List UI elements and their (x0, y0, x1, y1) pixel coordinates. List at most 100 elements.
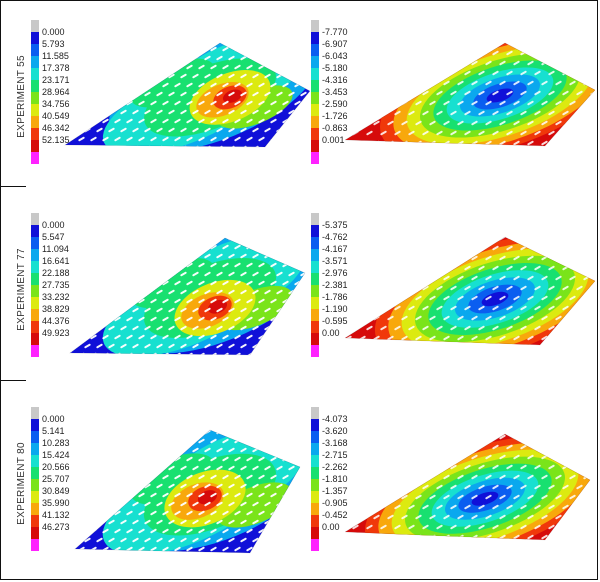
legend-swatch (31, 237, 39, 249)
legend-swatch (31, 128, 39, 140)
legend-value: -2.590 (322, 99, 348, 109)
legend-swatch (311, 44, 319, 56)
legend-swatch (31, 333, 39, 345)
legend-swatch (31, 503, 39, 515)
legend-swatch (31, 213, 39, 225)
legend-swatch (311, 515, 319, 527)
legend-swatch (31, 20, 39, 32)
legend-swatch (31, 44, 39, 56)
legend-swatch (311, 333, 319, 345)
legend-value: 0.000 (42, 220, 65, 230)
legend-swatch (31, 92, 39, 104)
legend-swatch (311, 443, 319, 455)
legend-swatch (311, 128, 319, 140)
legend-swatch (311, 32, 319, 44)
plate-outline (345, 433, 591, 541)
legend-swatch (311, 56, 319, 68)
legend-value: 46.273 (42, 522, 70, 532)
legend-value: -3.620 (322, 426, 348, 436)
stress-contour-plot (69, 237, 306, 356)
legend-value: -0.452 (322, 510, 348, 520)
legend-swatch (31, 467, 39, 479)
stress-region (130, 58, 215, 108)
legend-value: -5.375 (322, 220, 348, 230)
legend-value: 0.000 (42, 27, 65, 37)
legend-value: 25.707 (42, 474, 70, 484)
legend-value: -4.762 (322, 232, 348, 242)
plate-outline (69, 237, 306, 356)
legend-value: -2.715 (322, 450, 348, 460)
legend-swatch (311, 503, 319, 515)
legend-value: -2.381 (322, 280, 348, 290)
legend-value: 28.964 (42, 87, 70, 97)
stress-contour-plot (64, 42, 310, 148)
row-label: EXPERIMENT 55 (15, 55, 27, 138)
legend-swatch (311, 273, 319, 285)
contour-band (486, 88, 514, 103)
legend-swatch (31, 431, 39, 443)
stress-region (130, 453, 215, 505)
legend-swatch (311, 285, 319, 297)
legend-swatch (311, 68, 319, 80)
legend-value: -1.190 (322, 304, 348, 314)
legend-value: -6.043 (322, 51, 348, 61)
legend-value: -4.167 (322, 244, 348, 254)
plate-outline (345, 236, 595, 346)
displacement-contour-plot (345, 433, 591, 541)
legend-swatch (311, 116, 319, 128)
legend-swatch (31, 345, 39, 357)
row-separator (0, 186, 26, 187)
contour-band (481, 291, 509, 307)
legend-swatch (311, 527, 319, 539)
legend-value: 0.00 (322, 328, 340, 338)
stress-region (222, 89, 243, 103)
legend-value: 35.990 (42, 498, 70, 508)
legend-swatch (31, 152, 39, 164)
legend-swatch (311, 225, 319, 237)
stress-region (130, 257, 215, 309)
legend-swatch (311, 20, 319, 32)
legend-swatch (311, 479, 319, 491)
legend-swatch (31, 56, 39, 68)
legend-swatch (31, 443, 39, 455)
legend-value: 17.378 (42, 63, 70, 73)
legend-value: 15.424 (42, 450, 70, 460)
legend-value: 23.171 (42, 75, 70, 85)
legend-value: -2.262 (322, 462, 348, 472)
legend-value: 10.283 (42, 438, 70, 448)
legend-value: 49.923 (42, 328, 70, 338)
legend-swatch (31, 32, 39, 44)
legend-swatch (31, 104, 39, 116)
legend-swatch (31, 491, 39, 503)
legend-swatch (311, 491, 319, 503)
legend-swatch (311, 407, 319, 419)
legend-value: 11.094 (42, 244, 69, 254)
legend-value: -4.316 (322, 75, 348, 85)
legend-swatch (311, 104, 319, 116)
legend-swatch (31, 249, 39, 261)
legend-swatch (31, 225, 39, 237)
legend-value: 41.132 (42, 510, 70, 520)
legend-swatch (311, 80, 319, 92)
legend-value: -0.595 (322, 316, 348, 326)
legend-value: 46.342 (42, 123, 70, 133)
displacement-contour-plot (345, 236, 595, 346)
row-separator (0, 380, 26, 381)
legend-swatch (31, 527, 39, 539)
legend-swatch (31, 515, 39, 527)
legend-value: -3.168 (322, 438, 348, 448)
legend-swatch (31, 285, 39, 297)
legend-value: 0.000 (42, 414, 65, 424)
legend-value: -1.786 (322, 292, 348, 302)
row-experiment-55: EXPERIMENT 55 0.000 5.793 11.585 17.378 23.1… (0, 0, 600, 193)
plate-outline (74, 429, 301, 554)
legend-swatch (311, 213, 319, 225)
legend-value: -6.907 (322, 39, 348, 49)
legend-value: -0.863 (322, 123, 348, 133)
legend-swatch (311, 249, 319, 261)
legend-value: 5.547 (42, 232, 65, 242)
legend-value: -7.770 (322, 27, 348, 37)
plate-outline (64, 42, 310, 148)
legend-swatch (311, 419, 319, 431)
row-label: EXPERIMENT 80 (15, 442, 27, 525)
